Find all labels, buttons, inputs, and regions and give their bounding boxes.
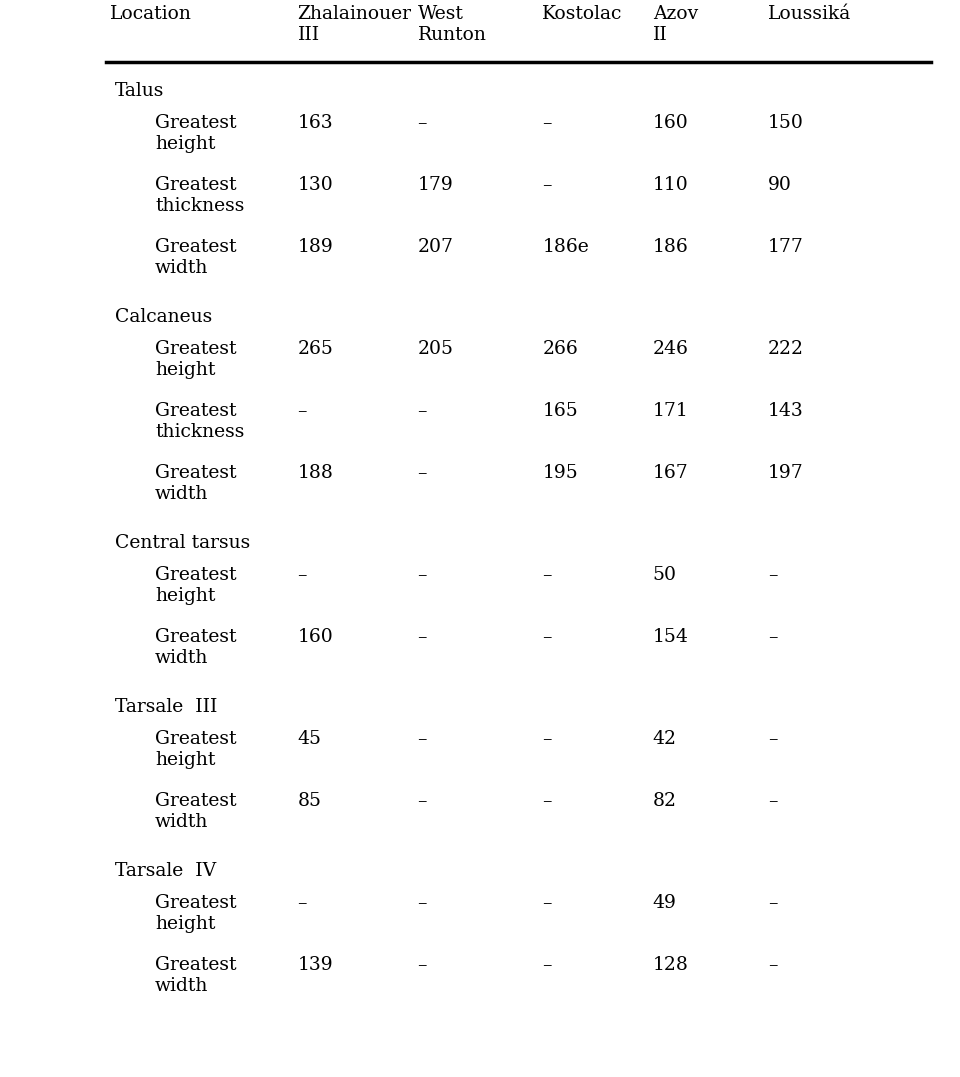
Text: –: – [418, 628, 427, 646]
Text: Greatest
width: Greatest width [155, 238, 236, 277]
Text: Greatest
width: Greatest width [155, 628, 236, 667]
Text: Loussiká: Loussiká [768, 5, 852, 23]
Text: –: – [418, 730, 427, 749]
Text: 266: 266 [542, 340, 578, 358]
Text: Calcaneus: Calcaneus [115, 308, 212, 326]
Text: –: – [418, 464, 427, 482]
Text: Greatest
height: Greatest height [155, 894, 236, 933]
Text: 50: 50 [653, 567, 677, 584]
Text: 197: 197 [768, 464, 804, 482]
Text: 188: 188 [298, 464, 333, 482]
Text: Central tarsus: Central tarsus [115, 534, 251, 553]
Text: 49: 49 [653, 894, 677, 912]
Text: –: – [418, 402, 427, 420]
Text: –: – [768, 628, 778, 646]
Text: –: – [542, 894, 552, 912]
Text: 45: 45 [298, 730, 322, 749]
Text: 186: 186 [653, 238, 688, 256]
Text: 195: 195 [542, 464, 578, 482]
Text: 139: 139 [298, 956, 333, 974]
Text: Greatest
height: Greatest height [155, 567, 236, 605]
Text: –: – [418, 894, 427, 912]
Text: 128: 128 [653, 956, 688, 974]
Text: Greatest
width: Greatest width [155, 792, 236, 830]
Text: 246: 246 [653, 340, 688, 358]
Text: Greatest
height: Greatest height [155, 340, 236, 379]
Text: 143: 143 [768, 402, 804, 420]
Text: –: – [298, 402, 307, 420]
Text: 42: 42 [653, 730, 677, 749]
Text: –: – [418, 114, 427, 132]
Text: –: – [298, 894, 307, 912]
Text: –: – [418, 792, 427, 810]
Text: 90: 90 [768, 176, 792, 194]
Text: –: – [542, 176, 552, 194]
Text: 163: 163 [298, 114, 333, 132]
Text: Greatest
height: Greatest height [155, 730, 236, 769]
Text: –: – [298, 567, 307, 584]
Text: Greatest
thickness: Greatest thickness [155, 402, 245, 440]
Text: 177: 177 [768, 238, 804, 256]
Text: 189: 189 [298, 238, 333, 256]
Text: Location: Location [110, 5, 192, 23]
Text: 150: 150 [768, 114, 804, 132]
Text: 110: 110 [653, 176, 688, 194]
Text: –: – [542, 792, 552, 810]
Text: Greatest
height: Greatest height [155, 114, 236, 153]
Text: Tarsale  IV: Tarsale IV [115, 862, 216, 880]
Text: Talus: Talus [115, 82, 164, 100]
Text: 167: 167 [653, 464, 688, 482]
Text: Zhalainouer
III: Zhalainouer III [298, 5, 412, 44]
Text: West
Runton: West Runton [418, 5, 487, 44]
Text: Greatest
width: Greatest width [155, 464, 236, 503]
Text: 82: 82 [653, 792, 677, 810]
Text: –: – [768, 956, 778, 974]
Text: –: – [542, 628, 552, 646]
Text: 165: 165 [542, 402, 578, 420]
Text: 179: 179 [418, 176, 453, 194]
Text: 171: 171 [653, 402, 688, 420]
Text: 207: 207 [418, 238, 454, 256]
Text: –: – [542, 730, 552, 749]
Text: 160: 160 [653, 114, 688, 132]
Text: –: – [768, 730, 778, 749]
Text: –: – [542, 567, 552, 584]
Text: 85: 85 [298, 792, 322, 810]
Text: –: – [768, 567, 778, 584]
Text: –: – [768, 894, 778, 912]
Text: –: – [542, 956, 552, 974]
Text: 222: 222 [768, 340, 804, 358]
Text: Azov
II: Azov II [653, 5, 698, 44]
Text: 205: 205 [418, 340, 454, 358]
Text: Tarsale  III: Tarsale III [115, 698, 217, 716]
Text: 265: 265 [298, 340, 333, 358]
Text: 130: 130 [298, 176, 333, 194]
Text: 160: 160 [298, 628, 333, 646]
Text: –: – [418, 567, 427, 584]
Text: –: – [418, 956, 427, 974]
Text: –: – [542, 114, 552, 132]
Text: Kostolac: Kostolac [542, 5, 623, 23]
Text: Greatest
width: Greatest width [155, 956, 236, 995]
Text: Greatest
thickness: Greatest thickness [155, 176, 245, 214]
Text: –: – [768, 792, 778, 810]
Text: 154: 154 [653, 628, 688, 646]
Text: 186e: 186e [542, 238, 589, 256]
